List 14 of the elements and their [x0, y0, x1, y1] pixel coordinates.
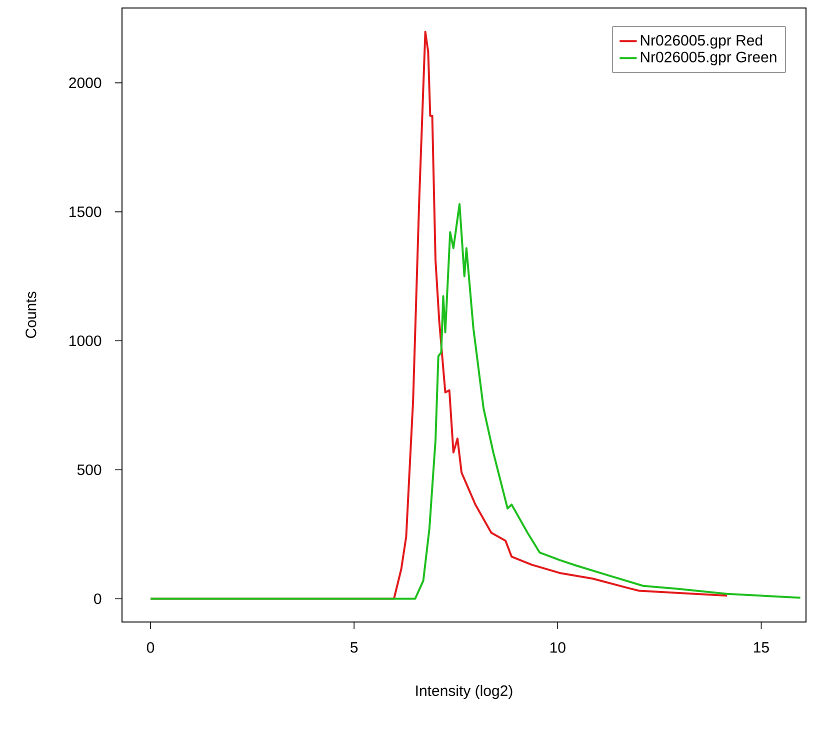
line-series [150, 203, 802, 600]
legend-label: Nr026005.gpr Green [640, 52, 776, 66]
y-axis-title: Counts [26, 292, 36, 338]
x-tick-label: 15 [754, 642, 769, 653]
y-tick-label: 1000 [70, 335, 102, 346]
x-tick-label: 10 [550, 642, 566, 653]
y-tick-label: 2000 [69, 77, 102, 88]
y-tick-label: 0 [94, 593, 102, 604]
y-tick-label: 500 [77, 464, 102, 476]
x-axis-title: Intensity (log2) [416, 685, 512, 699]
x-tick-label: 5 [350, 642, 358, 653]
y-tick-label: 1500 [70, 206, 102, 218]
x-tick-label: 0 [146, 642, 154, 653]
legend-label: Nr026005.gpr Red [640, 34, 762, 49]
